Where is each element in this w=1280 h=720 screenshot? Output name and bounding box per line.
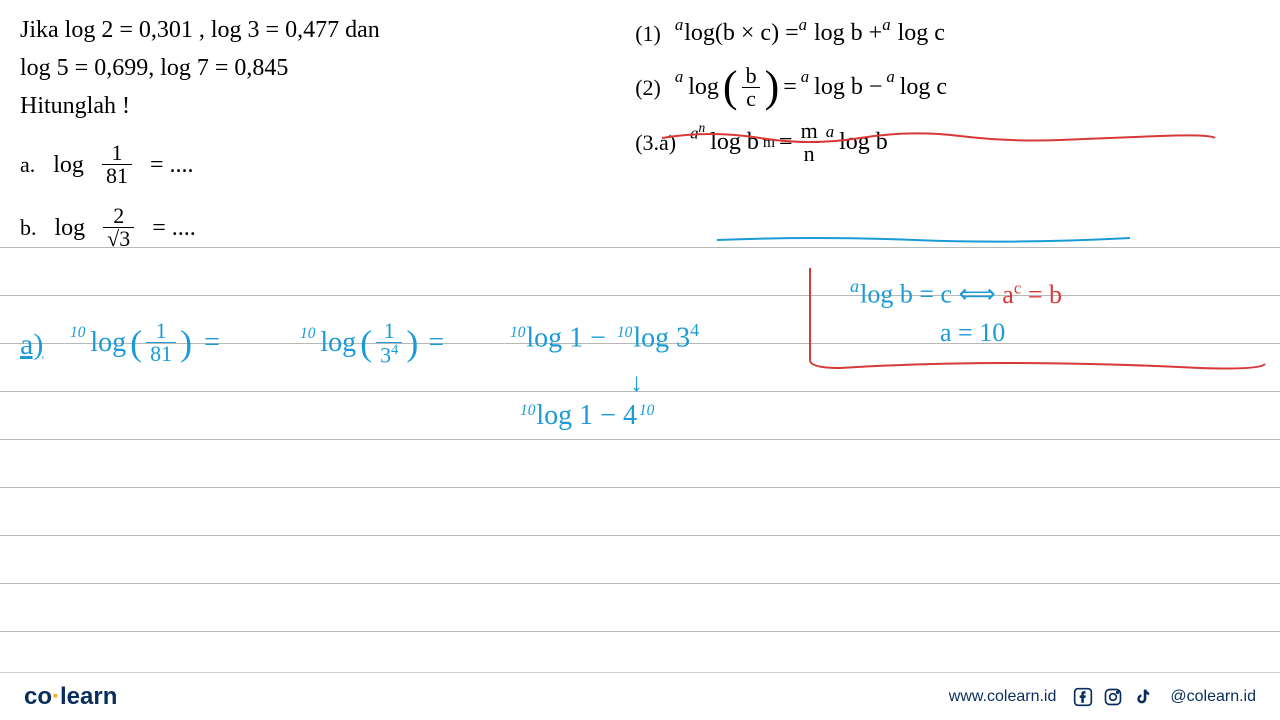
- rule1-presup: a: [675, 15, 683, 34]
- fraction-a: 1 81: [102, 142, 132, 187]
- facebook-icon: [1072, 686, 1094, 708]
- rule3-num: (3.a): [635, 123, 676, 163]
- rule3-eq: =: [779, 121, 793, 164]
- rule2-frac: b c: [742, 65, 761, 110]
- brand-learn: learn: [60, 683, 117, 710]
- rule3-logb: log b: [710, 121, 759, 164]
- rule2-rparen: ): [765, 72, 780, 103]
- rule1-num: (1): [635, 14, 661, 54]
- rule-1: (1) alog(b × c) =a log b +a log c: [635, 12, 1260, 55]
- rule2-rhs-pre1: a: [801, 62, 809, 92]
- frac-a-num: 1: [107, 142, 126, 164]
- rule2-presup: a: [675, 62, 683, 92]
- rule2-eq: =: [783, 66, 797, 109]
- given-values-line1: Jika log 2 = 0,301 , log 3 = 0,477 dan: [20, 12, 615, 48]
- social-icons: [1072, 686, 1154, 708]
- rule3-rhs-pre: a: [826, 117, 834, 147]
- brand-logo: co·learn: [24, 683, 117, 711]
- frac-a-den: 81: [102, 164, 132, 187]
- footer-bar: co·learn www.colearn.id @colearn.id: [0, 672, 1280, 720]
- rule2-rhs2: log c: [900, 66, 947, 109]
- rules-column: (1) alog(b × c) =a log b +a log c (2) a …: [635, 12, 1260, 250]
- rule3-frac-den: n: [800, 142, 819, 165]
- subproblem-a-label: a.: [20, 148, 35, 181]
- log-prefix-a: log: [53, 147, 84, 183]
- rule3-rhs: log b: [839, 121, 888, 164]
- ruled-paper-lines: [0, 200, 1280, 660]
- rule3-frac-num: m: [797, 120, 822, 142]
- rule1-rhs-pre1: a: [799, 15, 807, 34]
- subproblem-a: a. log 1 81 = ....: [20, 142, 615, 187]
- rule3-frac: m n: [797, 120, 822, 165]
- instruction-text: Hitunglah !: [20, 88, 615, 124]
- rule2-log: log: [688, 66, 719, 109]
- brand-dot: ·: [52, 683, 60, 710]
- rule2-num: (2): [635, 68, 661, 108]
- brand-co: co: [24, 683, 52, 710]
- rule1-rhs2: log c: [892, 20, 945, 46]
- rule2-frac-den: c: [742, 87, 760, 110]
- rule1-rhs-pre2: a: [882, 15, 890, 34]
- rule2-lparen: (: [723, 72, 738, 103]
- rule3-presup-base: an: [690, 116, 705, 149]
- rule3-exp-m: m: [763, 129, 775, 157]
- rule1-lhs: log(b × c) =: [684, 20, 798, 46]
- footer-handle: @colearn.id: [1170, 688, 1256, 706]
- rule2-rhs1: log b −: [814, 66, 882, 109]
- footer-url: www.colearn.id: [949, 688, 1057, 706]
- tiktok-icon: [1132, 686, 1154, 708]
- footer-right: www.colearn.id @colearn.id: [949, 686, 1256, 708]
- rule-3: (3.a) an log bm = m n a log b: [635, 120, 1260, 165]
- rule2-frac-num: b: [742, 65, 761, 87]
- rule1-rhs1: log b +: [808, 20, 882, 46]
- rule2-rhs-pre2: a: [886, 62, 894, 92]
- suffix-a: = ....: [150, 147, 194, 183]
- given-values-line2: log 5 = 0,699, log 7 = 0,845: [20, 50, 615, 86]
- instagram-icon: [1102, 686, 1124, 708]
- rule-2: (2) a log ( b c ) =a log b −a log c: [635, 65, 1260, 110]
